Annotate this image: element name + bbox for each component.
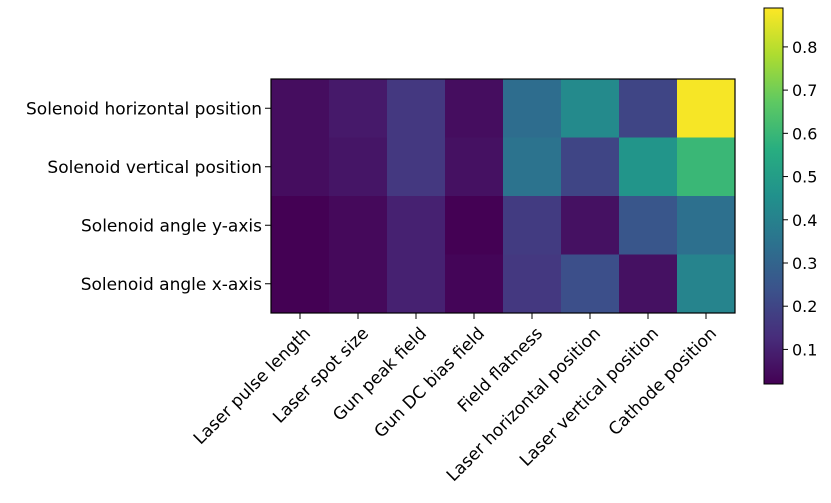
- heatmap-frame: [270, 78, 736, 314]
- heatmap-cell: [271, 137, 330, 197]
- colorbar-tick-label: 0.6: [792, 124, 817, 143]
- heatmap-cell: [329, 79, 388, 138]
- heatmap-cell: [503, 196, 562, 255]
- colorbar-tick-label: 0.5: [792, 168, 817, 187]
- heatmap-cell: [619, 137, 678, 197]
- x-tick-label: Gun DC bias field: [371, 324, 489, 442]
- heatmap-cell: [329, 196, 388, 255]
- heatmap-cell: [619, 196, 678, 255]
- colorbar: 0.1 0.2 0.3 0.4 0.5 0.6 0.7 0.8: [763, 7, 817, 385]
- colorbar-tick-label: 0.4: [792, 211, 817, 230]
- colorbar-tick-label: 0.1: [792, 340, 817, 359]
- y-tick-label: Solenoid vertical position: [47, 158, 262, 178]
- heatmap-cell: [561, 79, 620, 138]
- heatmap-cell: [677, 79, 736, 138]
- heatmap-cell: [271, 254, 330, 314]
- heatmap-cells: [271, 79, 736, 314]
- heatmap-cell: [503, 254, 562, 314]
- heatmap-cell: [445, 79, 504, 138]
- y-tick-label: Solenoid angle y-axis: [81, 216, 262, 236]
- heatmap-cell: [677, 196, 736, 255]
- heatmap-cell: [503, 137, 562, 197]
- heatmap-cell: [503, 79, 562, 138]
- heatmap-cell: [445, 196, 504, 255]
- heatmap-cell: [271, 79, 330, 138]
- colorbar-tick-label: 0.2: [792, 297, 817, 316]
- colorbar-tick-label: 0.7: [792, 81, 817, 100]
- heatmap-cell: [619, 254, 678, 314]
- heatmap-cell: [677, 137, 736, 197]
- heatmap-cell: [387, 196, 446, 255]
- x-tick-label: Cathode position: [605, 324, 721, 440]
- y-tick-label: Solenoid angle x-axis: [81, 275, 262, 295]
- colorbar-tick-label: 0.8: [792, 38, 817, 57]
- heatmap-cell: [329, 254, 388, 314]
- heatmap-cell: [561, 137, 620, 197]
- heatmap-cell: [561, 196, 620, 255]
- heatmap-cell: [561, 254, 620, 314]
- colorbar-gradient: [763, 7, 784, 385]
- colorbar-tick-label: 0.3: [792, 254, 817, 273]
- heatmap-cell: [677, 254, 736, 314]
- heatmap-cell: [445, 137, 504, 197]
- heatmap-cell: [329, 137, 388, 197]
- heatmap-cell: [387, 137, 446, 197]
- y-tick-label: Solenoid horizontal position: [26, 99, 262, 119]
- heatmap-cell: [387, 79, 446, 138]
- y-axis: Solenoid horizontal position Solenoid ver…: [26, 99, 271, 295]
- heatmap-cell: [271, 196, 330, 255]
- heatmap-cell: [619, 79, 678, 138]
- heatmap-cell: [445, 254, 504, 314]
- heatmap-cell: [387, 254, 446, 314]
